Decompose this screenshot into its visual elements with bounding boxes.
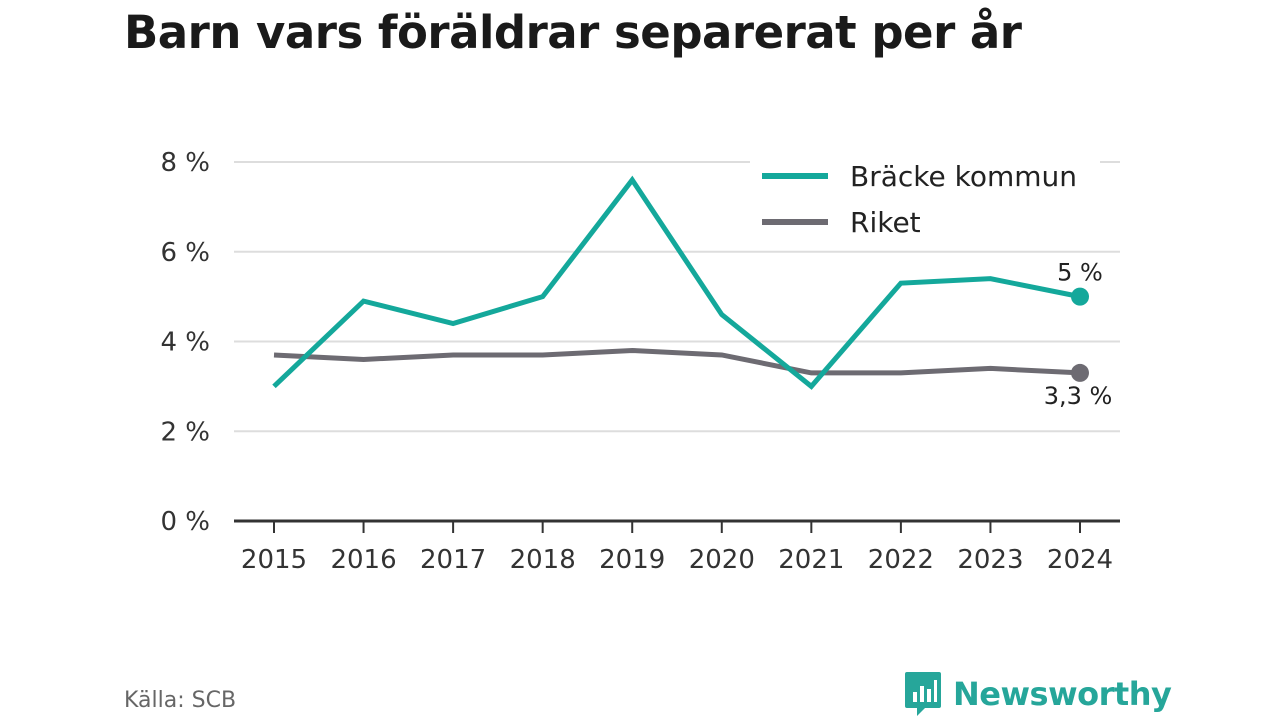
- legend-label: Bräcke kommun: [850, 160, 1077, 193]
- y-tick-label: 0 %: [160, 507, 210, 537]
- legend-label: Riket: [850, 206, 921, 239]
- x-axis: 2015 2016 2017 2018 2019 2020 2021 2022 2023 2024: [234, 519, 1120, 575]
- newsworthy-logo-icon: [905, 672, 941, 716]
- line-chart: 0 % 2 % 4 % 6 % 8 % 2015 2016 2017 2018 2019 2020…: [160, 148, 1120, 575]
- x-tick-label: 2022: [868, 545, 934, 575]
- y-tick-label: 4 %: [160, 328, 210, 358]
- x-tick-label: 2016: [330, 545, 396, 575]
- series-end-label: 5 %: [1057, 259, 1103, 287]
- x-tick-label: 2023: [957, 545, 1023, 575]
- x-tick-label: 2020: [689, 545, 755, 575]
- x-tick-label: 2019: [599, 545, 665, 575]
- x-tick-label: 2017: [420, 545, 486, 575]
- x-tick-label: 2021: [778, 545, 844, 575]
- y-axis-ticks: 0 % 2 % 4 % 6 % 8 %: [160, 148, 210, 537]
- legend: Bräcke kommun Riket: [750, 152, 1100, 250]
- x-tick-label: 2018: [510, 545, 576, 575]
- brand-logo[interactable]: Newsworthy: [903, 670, 1172, 718]
- series-line-bracke: [272, 175, 1081, 390]
- series-end-marker: [1071, 287, 1089, 306]
- chart-title: Barn vars föräldrar separerat per år: [124, 6, 1022, 59]
- x-tick-label: 2015: [241, 545, 307, 575]
- brand-name: Newsworthy: [953, 675, 1172, 713]
- x-tick-label: 2024: [1047, 545, 1113, 575]
- source-note: Källa: SCB: [124, 688, 237, 713]
- y-tick-label: 8 %: [160, 148, 210, 178]
- y-tick-label: 2 %: [160, 417, 210, 447]
- legend-box: [750, 152, 1100, 250]
- series-end-label: 3,3 %: [1044, 382, 1113, 410]
- series-lines: 3,3 % 5 %: [272, 175, 1113, 410]
- series-end-marker: [1071, 363, 1089, 382]
- series-line-riket: [273, 347, 1081, 376]
- y-tick-label: 6 %: [160, 238, 210, 268]
